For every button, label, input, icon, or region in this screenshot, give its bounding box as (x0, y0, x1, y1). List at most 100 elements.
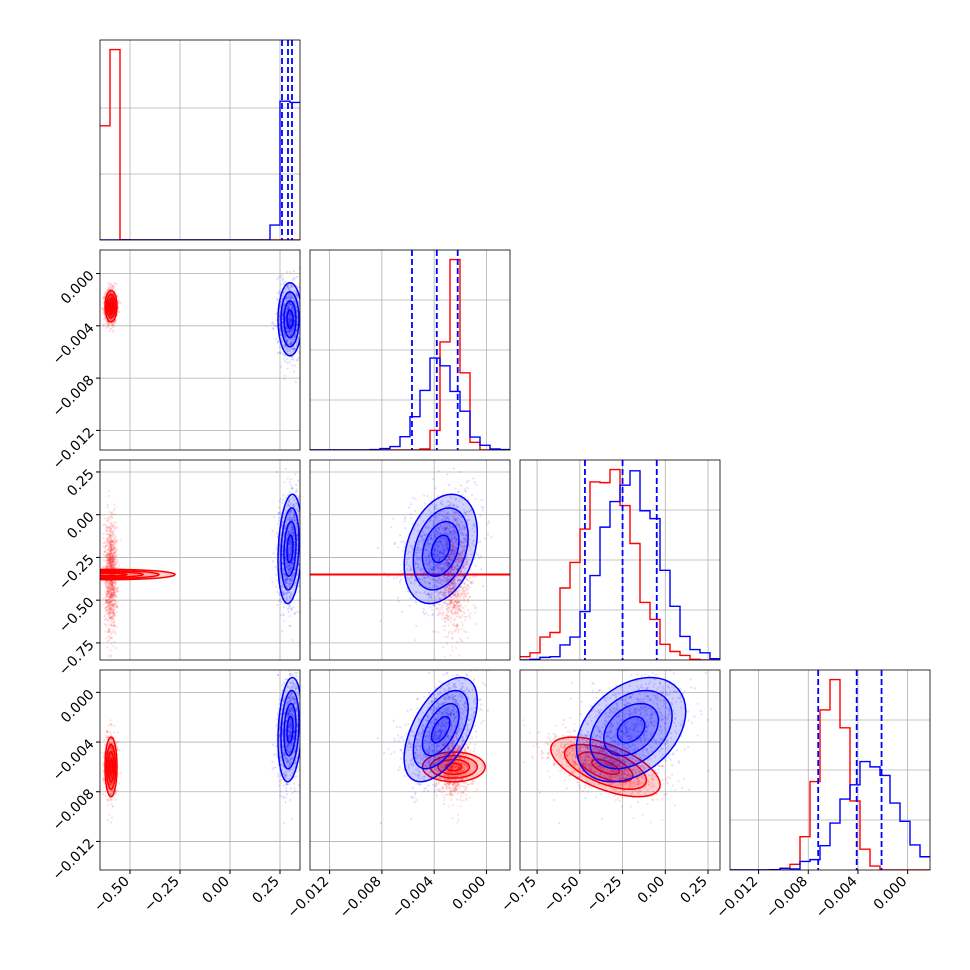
sample-point (441, 617, 444, 620)
sample-point (286, 530, 289, 533)
sample-point (281, 553, 284, 556)
sample-point (112, 563, 115, 566)
sample-point (106, 503, 109, 507)
sample-point (292, 513, 296, 516)
sample-point (112, 594, 115, 597)
sample-point (281, 313, 284, 316)
sample-point (449, 571, 453, 574)
sample-point (112, 324, 115, 327)
sample-point (115, 554, 118, 558)
sample-point (445, 586, 448, 589)
sample-point (443, 578, 446, 581)
sample-point (293, 519, 297, 522)
sample-point (107, 604, 110, 607)
sample-point (107, 593, 110, 596)
sample-point (107, 607, 110, 611)
sample-point (438, 613, 442, 616)
sample-point (107, 599, 110, 602)
sample-point (108, 617, 111, 620)
sample-point (289, 553, 292, 556)
sample-point (108, 525, 111, 529)
sample-point (112, 628, 115, 632)
sample-point (288, 554, 291, 557)
sample-point (457, 559, 460, 562)
sample-point (294, 490, 297, 493)
sample-point (449, 599, 453, 603)
sample-point (110, 544, 113, 547)
sample-point (449, 596, 452, 599)
sample-point (106, 552, 110, 555)
sample-point (451, 552, 454, 555)
sample-point (109, 604, 112, 607)
sample-point (290, 561, 294, 564)
sample-point (109, 304, 113, 307)
panel-2-1 (309, 459, 511, 661)
sample-point (454, 582, 457, 585)
sample-point (472, 539, 475, 542)
sample-point (104, 554, 107, 558)
sample-point (288, 317, 291, 320)
sample-point (455, 624, 459, 627)
sample-point (110, 291, 113, 294)
sample-point (289, 542, 292, 545)
sample-point (108, 534, 111, 537)
sample-point (110, 559, 113, 562)
sample-point (448, 527, 451, 531)
sample-point (102, 309, 105, 312)
sample-point (295, 610, 298, 614)
sample-point (465, 513, 468, 516)
sample-point (450, 559, 453, 562)
sample-point (103, 550, 106, 553)
sample-point (289, 624, 292, 628)
sample-point (456, 542, 459, 545)
sample-point (114, 581, 117, 584)
sample-point (109, 587, 113, 590)
sample-point (460, 558, 464, 561)
sample-point (302, 537, 304, 539)
sample-point (109, 549, 112, 552)
sample-point (279, 329, 282, 332)
sample-point (111, 548, 114, 551)
sample-point (458, 654, 461, 657)
sample-point (291, 297, 294, 300)
sample-point (111, 566, 114, 569)
sample-point (284, 360, 287, 363)
sample-point (288, 570, 291, 574)
sample-point (108, 564, 111, 567)
scatter-red (100, 490, 122, 658)
sample-point (287, 534, 290, 537)
y-tick-label: 0.25 (64, 466, 97, 499)
sample-point (109, 561, 112, 564)
sample-point (459, 552, 462, 556)
sample-point (286, 562, 289, 565)
sample-point (292, 308, 295, 311)
sample-point (284, 288, 287, 291)
sample-point (461, 553, 464, 556)
sample-point (460, 570, 463, 573)
sample-point (290, 544, 293, 548)
sample-point (458, 604, 461, 607)
sample-point (301, 278, 303, 280)
sample-point (458, 589, 461, 592)
sample-point (290, 328, 293, 332)
sample-point (114, 583, 117, 586)
sample-point (110, 291, 113, 294)
sample-point (110, 580, 113, 583)
sample-point (108, 547, 111, 550)
sample-point (114, 539, 117, 542)
sample-point (440, 579, 443, 582)
sample-point (111, 532, 114, 535)
sample-point (109, 564, 113, 567)
sample-point (293, 319, 296, 322)
sample-point (444, 617, 448, 620)
sample-point (110, 566, 113, 569)
sample-point (292, 518, 295, 521)
sample-point (111, 614, 114, 618)
sample-point (109, 548, 113, 552)
sample-point (444, 588, 447, 591)
sample-point (455, 600, 458, 603)
sample-point (111, 561, 114, 564)
sample-point (111, 583, 114, 586)
sample-point (282, 568, 285, 571)
